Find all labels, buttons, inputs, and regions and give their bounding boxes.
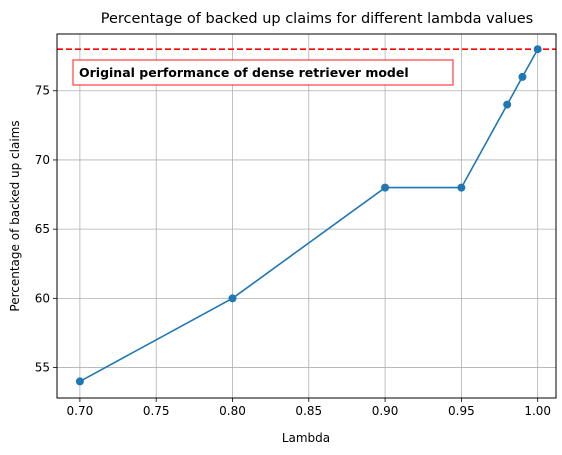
data-point	[381, 183, 390, 192]
x-tick-label: 0.80	[219, 404, 246, 418]
chart-title: Percentage of backed up claims for diffe…	[101, 11, 534, 27]
data-point	[75, 377, 84, 386]
annotation-box: Original performance of dense retriever …	[72, 59, 454, 86]
grid-lines	[57, 34, 556, 398]
y-tick-label: 75	[35, 84, 50, 98]
y-tick-group: 55 60 65 70 75	[35, 84, 57, 375]
y-tick-label: 65	[35, 222, 50, 236]
annotation-frame	[72, 59, 454, 86]
y-tick-label: 70	[35, 153, 50, 167]
y-axis-label: Percentage of backed up claims	[8, 120, 22, 311]
plot-frame	[56, 33, 557, 399]
x-tick-label: 0.90	[372, 404, 399, 418]
data-series	[75, 45, 542, 386]
x-tick-label: 1.00	[524, 404, 551, 418]
y-tick-label: 55	[35, 361, 50, 375]
x-tick-label: 0.70	[67, 404, 94, 418]
data-point	[533, 45, 542, 54]
x-tick-label: 0.95	[448, 404, 475, 418]
data-point	[457, 183, 466, 192]
x-tick-label: 0.75	[143, 404, 170, 418]
y-tick-label: 60	[35, 291, 50, 305]
data-point	[228, 294, 237, 303]
x-axis-label: Lambda	[282, 431, 330, 445]
data-point	[503, 100, 512, 109]
data-point	[518, 72, 527, 81]
x-tick-label: 0.85	[295, 404, 322, 418]
x-tick-group: 0.70 0.75 0.80 0.85 0.90 0.95 1.00	[67, 398, 551, 418]
annotation-text: Original performance of dense retriever …	[79, 65, 409, 80]
